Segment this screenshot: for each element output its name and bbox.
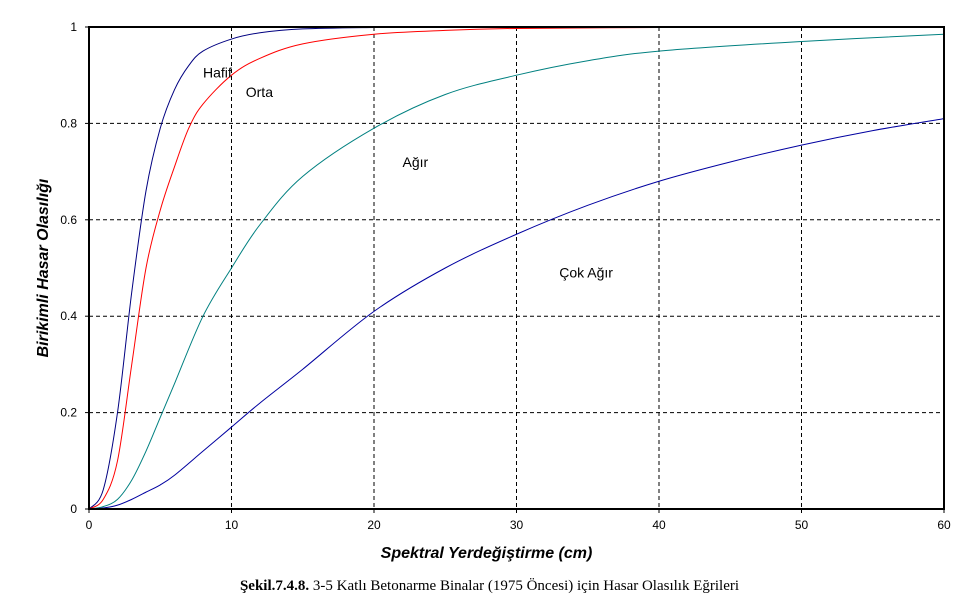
x-axis-title: Spektral Yerdeğiştirme (cm) <box>381 545 593 562</box>
curve-label: Çok Ağır <box>559 265 613 281</box>
y-tick-label: 0.6 <box>60 213 77 227</box>
y-tick-label: 1 <box>70 20 77 34</box>
y-axis-title: Birikimli Hasar Olasılığı <box>35 178 52 357</box>
x-tick-label: 20 <box>367 518 381 532</box>
x-tick-label: 40 <box>652 518 666 532</box>
y-tick-label: 0 <box>70 502 77 516</box>
y-tick-labels: 0 0.2 0.4 0.6 0.8 1 <box>60 20 89 516</box>
y-tick-label: 0.2 <box>60 406 77 420</box>
x-tick-label: 10 <box>225 518 239 532</box>
x-tick-label: 30 <box>510 518 524 532</box>
curve-label: Ağır <box>403 154 429 170</box>
curve-label: Orta <box>246 84 273 100</box>
x-tick-label: 60 <box>937 518 951 532</box>
fragility-chart: 0 10 20 30 40 50 60 0 0.2 0.4 0.6 0.8 1 Hafif Orta Ağ… <box>35 20 951 562</box>
y-tick-label: 0.8 <box>60 116 77 130</box>
curve-labels: Hafif Orta Ağır Çok Ağır <box>203 65 613 281</box>
x-tick-labels: 0 10 20 30 40 50 60 <box>86 509 951 532</box>
caption-text: 3-5 Katlı Betonarme Binalar (1975 Öncesi… <box>309 578 740 594</box>
curve-Çok Ağır <box>88 118 945 510</box>
y-tick-label: 0.4 <box>60 309 77 323</box>
curve-Ağır <box>88 33 945 510</box>
x-tick-label: 0 <box>86 518 93 532</box>
curve-label: Hafif <box>203 65 232 81</box>
figure-caption: Şekil.7.4.8. 3-5 Katlı Betonarme Binalar… <box>0 578 979 595</box>
caption-figure-number: Şekil.7.4.8. <box>239 578 310 594</box>
x-tick-label: 50 <box>795 518 809 532</box>
grid-lines <box>89 27 944 509</box>
